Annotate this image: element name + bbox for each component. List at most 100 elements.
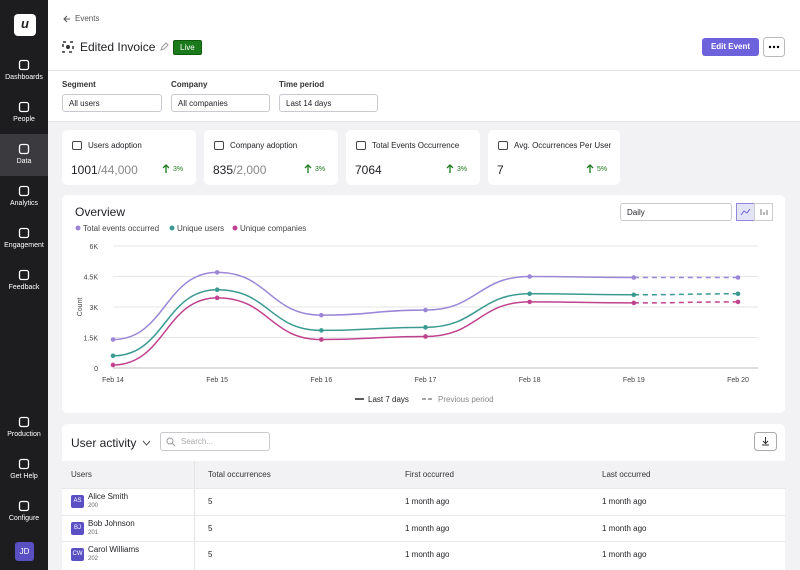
up-arrow	[304, 164, 312, 174]
filter-select[interactable]: All companies	[171, 94, 270, 112]
stat-change: 3%	[315, 166, 325, 173]
page-title: Edited Invoice	[80, 40, 155, 54]
row-divider	[62, 515, 785, 516]
user-name: Alice Smith	[88, 492, 128, 501]
cell: 5	[208, 497, 212, 506]
icon-shape	[20, 187, 29, 196]
user-activity-card: User activity Search... UsersTotal occur…	[62, 424, 785, 570]
point	[423, 334, 428, 339]
point	[111, 337, 116, 342]
period-label: Previous period	[438, 395, 494, 404]
user-id: 201	[88, 530, 98, 536]
filter-select[interactable]: All users	[62, 94, 162, 112]
column-header: Users	[71, 470, 92, 479]
icon-shape	[20, 418, 29, 427]
stat-value: 7	[497, 163, 504, 177]
nav-icon	[18, 269, 30, 281]
arrow-shape	[447, 165, 453, 173]
stat-value: 7064	[355, 163, 382, 177]
filter-label: Company	[171, 80, 207, 89]
cell: 1 month ago	[602, 524, 646, 533]
nav-item[interactable]: Production	[0, 431, 48, 438]
nav-item[interactable]: Engagement	[0, 242, 48, 249]
nav-item[interactable]: Dashboards	[0, 74, 48, 81]
icon-shape	[20, 502, 29, 511]
stat-number: 835	[213, 163, 233, 177]
chevron[interactable]	[142, 439, 151, 447]
nav-icon	[18, 458, 30, 470]
x-tick-label: Feb 19	[623, 377, 645, 384]
back-arrow[interactable]	[62, 14, 72, 24]
stat-icon	[72, 141, 82, 150]
stat-change: 3%	[457, 166, 467, 173]
x-tick-label: Feb 18	[519, 377, 541, 384]
cell: 1 month ago	[405, 550, 449, 559]
stat-value: 835/2,000	[213, 163, 266, 177]
nav-item[interactable]: Configure	[0, 515, 48, 522]
stat-change: 3%	[173, 166, 183, 173]
point	[215, 270, 220, 275]
point	[527, 300, 532, 305]
filter-select[interactable]: Last 14 days	[279, 94, 378, 112]
search-placeholder: Search...	[181, 437, 213, 446]
stat-total: /44,000	[98, 163, 138, 177]
stat-icon	[356, 141, 366, 150]
point	[736, 300, 741, 305]
icon-shape	[20, 460, 29, 469]
icon-shape	[20, 61, 29, 70]
stat-label: Users adoption	[88, 141, 142, 150]
avatar[interactable]: JD	[15, 542, 34, 561]
nav-item[interactable]: Get Help	[0, 473, 48, 480]
row-divider	[62, 488, 785, 489]
x-tick-label: Feb 20	[727, 377, 749, 384]
legend-label: Unique users	[177, 224, 224, 233]
logo[interactable]: u	[14, 14, 36, 36]
overview-card: Overview Daily 01.5K3K4.5K6KCountFeb 14F…	[62, 195, 785, 413]
x-tick-label: Feb 16	[310, 377, 332, 384]
nav-item[interactable]: Data	[0, 158, 48, 165]
icon-shape	[20, 229, 29, 238]
point	[319, 328, 324, 333]
user-avatar: BJ	[71, 522, 84, 535]
nav-item[interactable]: People	[0, 116, 48, 123]
series-line	[113, 298, 634, 365]
legend-label: Unique companies	[240, 224, 306, 233]
x-tick-label: Feb 15	[206, 377, 228, 384]
row-divider	[62, 541, 785, 542]
edit-event-button[interactable]: Edit Event	[702, 38, 759, 56]
point	[527, 274, 532, 279]
nav-icon	[18, 227, 30, 239]
point	[736, 275, 741, 280]
nav-item[interactable]: Feedback	[0, 284, 48, 291]
edit-icon[interactable]	[160, 42, 169, 51]
nav-icon	[18, 500, 30, 512]
more-button[interactable]	[763, 37, 785, 57]
user-avatar: AS	[71, 495, 84, 508]
arrow-shape	[587, 165, 593, 173]
cell: 1 month ago	[405, 497, 449, 506]
y-tick-label: 1.5K	[84, 336, 99, 343]
search-box[interactable]	[160, 432, 270, 451]
cell: 5	[208, 550, 212, 559]
user-name: Bob Johnson	[88, 519, 135, 528]
point	[632, 293, 637, 298]
x-tick-label: Feb 17	[415, 377, 437, 384]
point	[111, 363, 116, 368]
series-line	[113, 290, 634, 356]
stat-total: /2,000	[233, 163, 266, 177]
up-arrow	[586, 164, 594, 174]
column-header: Total occurrences	[208, 470, 271, 479]
breadcrumb[interactable]: Events	[75, 14, 99, 23]
download-button[interactable]	[754, 432, 777, 451]
up-arrow	[446, 164, 454, 174]
stat-change: 5%	[597, 166, 607, 173]
cell: 1 month ago	[405, 524, 449, 533]
stat-card: Avg. Occurrences Per User75%	[488, 130, 620, 185]
nav-icon	[18, 143, 30, 155]
nav-item[interactable]: Analytics	[0, 200, 48, 207]
point	[736, 291, 741, 296]
point	[319, 337, 324, 342]
y-tick-label: 4.5K	[84, 275, 99, 282]
legend-label: Total events occurred	[83, 224, 159, 233]
